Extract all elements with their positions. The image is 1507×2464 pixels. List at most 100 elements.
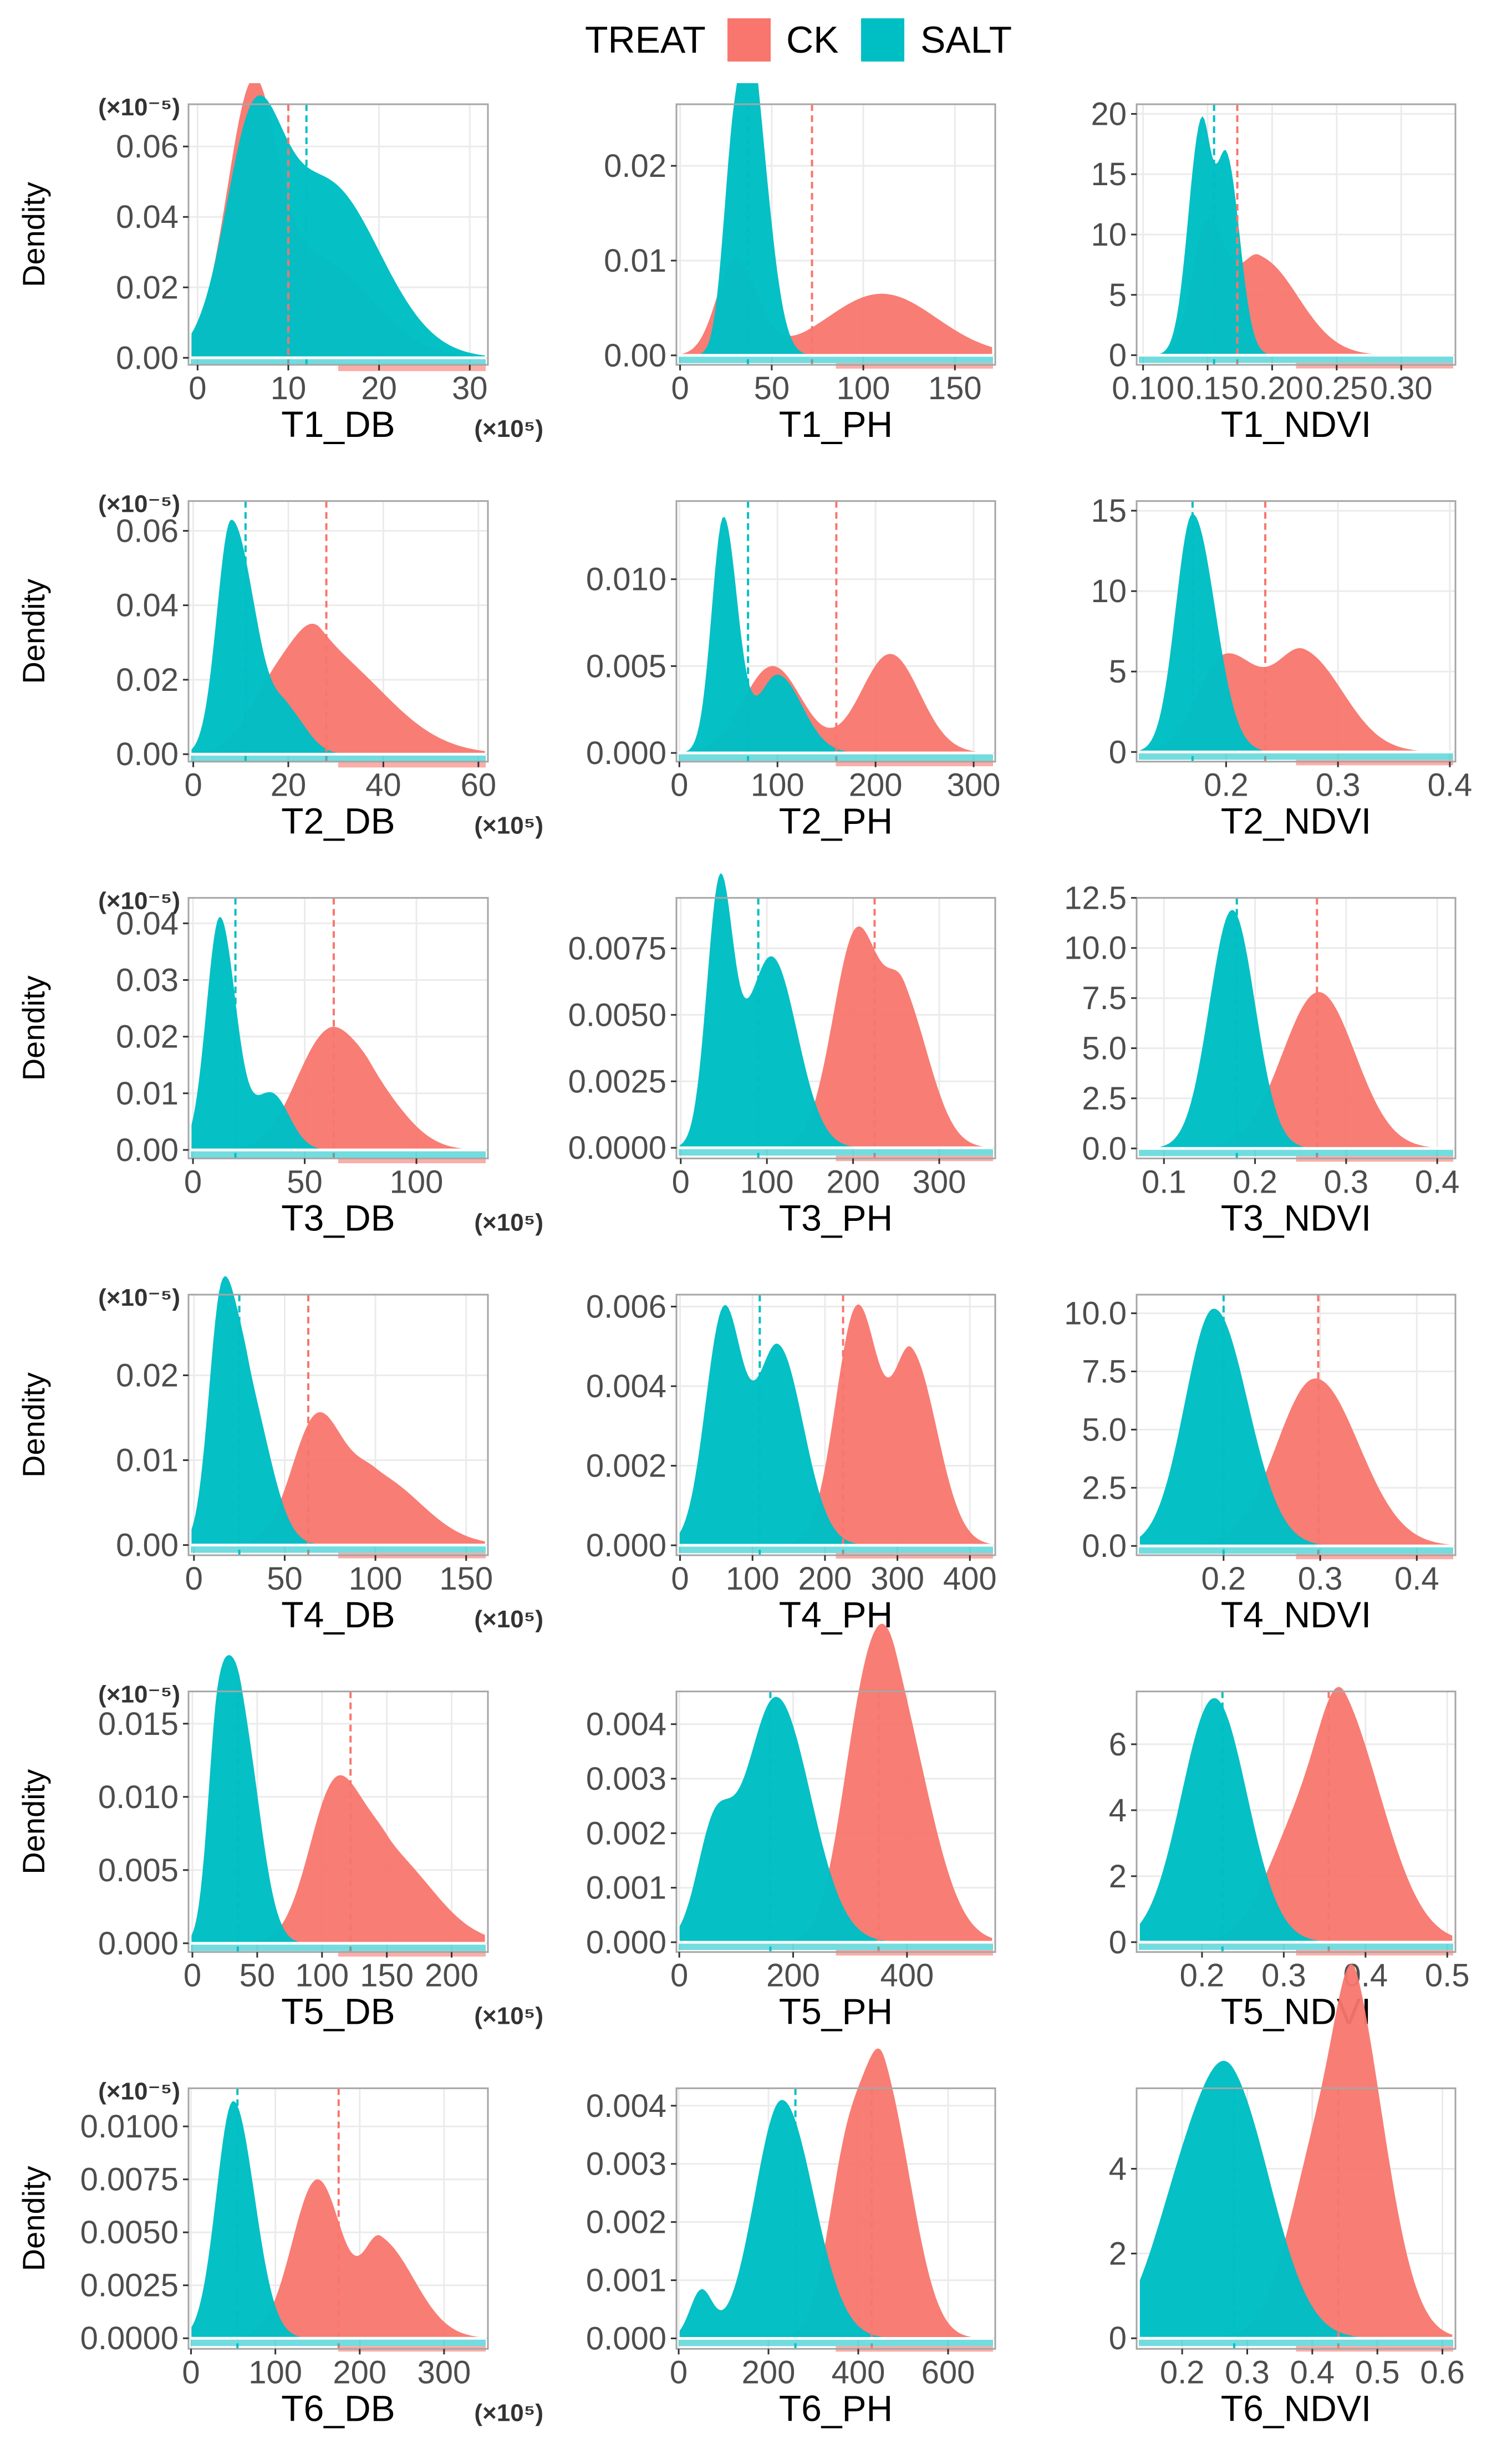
panel-frame <box>1136 2087 1457 2350</box>
density-area-salt <box>1139 910 1453 1149</box>
x-tick-label: 20 <box>271 767 307 803</box>
y-tick-label: 0.02 <box>116 269 179 306</box>
y-tick-label: 0.03 <box>116 962 179 998</box>
y-tick-label: 5.0 <box>1082 1030 1127 1066</box>
x-tick-label: 200 <box>849 767 903 803</box>
rug-ck <box>1296 760 1453 766</box>
x-axis-title: T1_DB <box>281 404 395 445</box>
panel-T1_DB: 0.00 0.02 0.04 0.06 0 10 20 30 T1_DB (×10⁻⁵) (×10⁵… <box>16 83 543 445</box>
density-area-ck <box>1139 1687 1453 1942</box>
rug-ck <box>338 762 486 768</box>
y-tick-label: 0.0075 <box>568 930 666 966</box>
density-area-salt <box>191 2101 485 2339</box>
x-tick-label: 300 <box>418 2354 471 2390</box>
x-tick-label: 60 <box>461 767 497 803</box>
y-tick-label: 0.0075 <box>80 2162 179 2198</box>
density-area-ck <box>1139 1378 1453 1546</box>
y-tick-label: 0.0000 <box>568 1130 666 1166</box>
density-area-salt <box>191 1655 485 1943</box>
x-tick-label: 150 <box>360 1958 414 1994</box>
y-tick-label: 0.004 <box>586 1368 666 1404</box>
y-tick-label: 0.0 <box>1082 1528 1127 1564</box>
legend-title: TREAT <box>585 19 706 61</box>
panel-T2_PH: 0.000 0.005 0.010 0 100 200 300 T2_PH <box>586 500 1000 842</box>
x-tick-label: 50 <box>754 370 790 406</box>
x-unit-label: (×10⁵) <box>474 1606 543 1633</box>
y-tick-label: 0 <box>1109 734 1127 770</box>
x-unit-label: (×10⁵) <box>474 812 543 839</box>
y-tick-label: 10.0 <box>1064 1296 1127 1332</box>
x-tick-label: 0.10 <box>1112 370 1174 406</box>
panel-T2_NDVI: 0 5 10 15 0.2 0.3 0.4 T2_NDVI <box>1091 493 1472 842</box>
density-area-salt <box>1139 2060 1453 2339</box>
panel-frame <box>675 2087 996 2350</box>
panel-frame <box>187 2087 489 2350</box>
y-tick-label: 0.01 <box>116 1443 179 1479</box>
panel-T4_NDVI: 0.0 2.5 5.0 7.5 10.0 0.2 0.3 0.4 T4_NDVI <box>1064 1294 1457 1635</box>
y-tick-label: 6 <box>1109 1727 1127 1763</box>
x-tick-label: 0.4 <box>1415 1164 1460 1200</box>
x-unit-label: (×10⁵) <box>474 2003 543 2030</box>
y-tick-label: 0.00 <box>116 340 179 376</box>
y-tick-label: 4 <box>1109 2151 1127 2187</box>
y-tick-label: 0.002 <box>586 2205 666 2241</box>
y-tick-label: 7.5 <box>1082 980 1127 1016</box>
panel-T6_DB: 0.0000 0.0025 0.0050 0.0075 0.0100 0 100 200 300… <box>16 2078 543 2429</box>
x-tick-label: 0.2 <box>1233 1164 1277 1200</box>
y-axis-title: Dendity <box>16 1769 51 1875</box>
x-axis-title: T2_NDVI <box>1221 801 1371 842</box>
y-tick-label: 0 <box>1109 338 1127 374</box>
y-unit-label: (×10⁻⁵) <box>98 94 180 121</box>
x-tick-label: 200 <box>425 1958 478 1994</box>
x-tick-label: 20 <box>361 370 397 406</box>
x-tick-label: 0.3 <box>1261 1958 1306 1994</box>
x-tick-label: 0.3 <box>1225 2354 1270 2390</box>
x-tick-label: 200 <box>826 1164 880 1200</box>
x-tick-label: 0 <box>670 2354 688 2390</box>
y-axis-title: Dendity <box>16 579 51 684</box>
x-tick-label: 10 <box>271 370 307 406</box>
y-tick-label: 0.00 <box>116 736 179 772</box>
x-tick-label: 0 <box>189 370 206 406</box>
y-tick-label: 0.000 <box>98 1926 179 1962</box>
y-tick-label: 10.0 <box>1064 930 1127 966</box>
y-tick-label: 0.001 <box>586 1870 666 1906</box>
x-tick-label: 100 <box>740 1164 794 1200</box>
y-unit-label: (×10⁻⁵) <box>98 1284 180 1311</box>
legend-swatch-ck <box>727 18 771 62</box>
y-unit-label: (×10⁻⁵) <box>98 491 180 518</box>
density-area-salt <box>679 83 992 355</box>
y-tick-label: 0.001 <box>586 2263 666 2299</box>
x-tick-label: 400 <box>880 1958 934 1994</box>
x-tick-label: 0 <box>184 1164 202 1200</box>
y-tick-label: 0.010 <box>586 562 666 598</box>
x-tick-label: 0 <box>671 1561 689 1597</box>
y-tick-label: 0.04 <box>116 199 179 235</box>
panel-frame <box>187 500 489 763</box>
x-unit-label: (×10⁵) <box>474 415 543 442</box>
density-area-salt <box>1139 116 1453 355</box>
rug-ck <box>338 1158 486 1164</box>
y-tick-label: 0 <box>1109 2320 1127 2356</box>
panel-T6_PH: 0.000 0.001 0.002 0.003 0.004 0 200 400 600 T6_PH <box>586 2048 996 2429</box>
y-tick-label: 15 <box>1091 156 1127 192</box>
x-tick-label: 300 <box>913 1164 966 1200</box>
y-tick-label: 0.002 <box>586 1448 666 1484</box>
y-tick-label: 0.000 <box>586 2320 666 2356</box>
x-tick-label: 0.6 <box>1420 2354 1465 2390</box>
y-tick-label: 0.005 <box>586 648 666 684</box>
rug-ck <box>1296 363 1453 369</box>
rug-ck <box>338 365 486 371</box>
x-unit-label: (×10⁵) <box>474 2399 543 2426</box>
x-axis-title: T5_PH <box>779 1991 893 2032</box>
y-tick-label: 2.5 <box>1082 1470 1127 1506</box>
density-area-salt <box>679 1305 992 1546</box>
rug-ck <box>338 1951 486 1957</box>
x-tick-label: 0 <box>672 1164 690 1200</box>
legend-label-salt: SALT <box>920 19 1012 61</box>
density-area-ck <box>679 1623 992 1942</box>
x-axis-title: T3_PH <box>779 1197 893 1238</box>
panel-T1_PH: 0.00 0.01 0.02 0 50 100 150 T1_PH <box>604 83 996 445</box>
x-axis-title: T4_PH <box>779 1594 893 1635</box>
